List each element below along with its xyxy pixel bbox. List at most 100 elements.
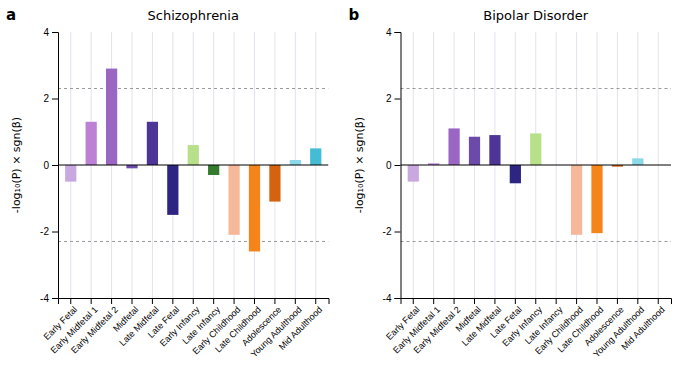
x-tick-mark: [576, 298, 577, 304]
y-tick-mark: [395, 99, 401, 100]
y-tick-mark: [395, 298, 401, 299]
bar: [530, 133, 541, 165]
bar: [290, 160, 301, 165]
bar: [448, 128, 459, 165]
y-axis: -4 -2 0 2 4: [383, 27, 401, 304]
bar: [188, 145, 199, 165]
x-axis: Early FetalEarly Midfetal 1Early Midfeta…: [42, 298, 329, 359]
y-tick-label: 2: [386, 93, 392, 104]
x-tick-mark: [132, 298, 133, 304]
y-tick-mark: [52, 165, 58, 166]
bar: [632, 158, 643, 165]
plot-area: [58, 32, 329, 298]
x-tick-mark: [315, 298, 316, 304]
bar: [147, 122, 158, 165]
x-tick-mark: [234, 298, 235, 304]
bar: [469, 137, 480, 165]
threshold-line: [58, 88, 329, 89]
x-tick: Mid Adulthood: [619, 298, 666, 352]
y-tick: 4: [43, 27, 58, 38]
bar: [510, 165, 521, 183]
x-tick-mark: [596, 298, 597, 304]
x-tick-mark: [658, 298, 659, 304]
y-tick-label: 4: [386, 27, 392, 38]
x-tick-mark: [454, 298, 455, 304]
y-tick-mark: [395, 165, 401, 166]
x-tick: Mid Adulthood: [277, 298, 324, 352]
x-axis: Early FetalEarly Midfetal 1Early Midfeta…: [384, 298, 671, 359]
x-tick-mark: [213, 298, 214, 304]
x-tick-label: Mid Adulthood: [619, 304, 666, 351]
y-tick-label: 4: [43, 27, 49, 38]
zero-line: [58, 165, 329, 166]
y-tick: 4: [386, 27, 401, 38]
y-tick: -4: [40, 293, 58, 304]
bar: [408, 165, 419, 182]
x-tick-mark: [295, 298, 296, 304]
x-tick-mark: [515, 298, 516, 304]
bar: [489, 135, 500, 165]
x-axis-line: [59, 299, 330, 305]
chart-title: Bipolar Disorder: [483, 8, 589, 23]
threshold-line: [58, 241, 329, 242]
y-tick-label: -4: [383, 293, 392, 304]
panel-label: a: [6, 6, 16, 24]
bar: [591, 165, 602, 233]
x-tick-label: Early Midfetal 2: [69, 304, 120, 355]
y-tick-label: 0: [43, 160, 49, 171]
y-tick: 0: [43, 160, 58, 171]
x-tick-mark: [433, 298, 434, 304]
bar: [228, 165, 239, 235]
y-tick-label: 2: [43, 93, 49, 104]
x-tick-mark: [193, 298, 194, 304]
y-tick: 2: [43, 93, 58, 104]
y-axis: -4 -2 0 2 4: [40, 27, 58, 304]
x-tick-mark: [617, 298, 618, 304]
y-axis-title: -log₁₀(P) × sgn(β): [10, 117, 23, 213]
y-tick: 2: [386, 93, 401, 104]
threshold-line: [401, 241, 672, 242]
bar: [269, 165, 280, 202]
y-axis-title: -log₁₀(P) × sgn(β): [353, 117, 366, 213]
x-tick-mark: [70, 298, 71, 304]
y-tick-label: 0: [386, 160, 392, 171]
chart-title: Schizophrenia: [148, 8, 239, 23]
x-axis-line: [401, 299, 672, 305]
y-tick-mark: [395, 32, 401, 33]
x-tick-mark: [637, 298, 638, 304]
x-tick-mark: [91, 298, 92, 304]
y-tick-mark: [52, 232, 58, 233]
bar: [106, 69, 117, 165]
y-tick-mark: [52, 32, 58, 33]
x-tick-mark: [172, 298, 173, 304]
panel: -4 -2 0 2 4 Early FetalEarly Midfetal 1Early …: [6, 6, 329, 359]
x-tick-mark: [111, 298, 112, 304]
panel-label: b: [349, 6, 360, 24]
x-tick-mark: [413, 298, 414, 304]
y-tick: -2: [40, 226, 58, 237]
y-tick-mark: [395, 232, 401, 233]
panel: -4 -2 0 2 4 Early FetalEarly Midfetal 1Early …: [349, 6, 672, 359]
bar: [208, 165, 219, 175]
x-tick-label: Mid Adulthood: [277, 304, 324, 351]
x-tick-mark: [254, 298, 255, 304]
bar: [310, 148, 321, 165]
bar: [249, 165, 260, 251]
bar: [167, 165, 178, 215]
y-tick-mark: [52, 298, 58, 299]
bar: [86, 122, 97, 165]
y-tick: -4: [383, 293, 401, 304]
x-tick-mark: [535, 298, 536, 304]
chart-canvas: -4 -2 0 2 4 Early FetalEarly Midfetal 1Early …: [0, 0, 685, 376]
x-tick-label: Early Midfetal 2: [412, 304, 463, 355]
y-tick: -2: [383, 226, 401, 237]
plot-area: [401, 32, 672, 298]
y-tick-label: -4: [40, 293, 49, 304]
bar: [571, 165, 582, 235]
y-tick-mark: [52, 99, 58, 100]
zero-line: [401, 165, 672, 166]
x-tick-mark: [152, 298, 153, 304]
x-tick-mark: [556, 298, 557, 304]
x-tick-mark: [494, 298, 495, 304]
x-tick-mark: [274, 298, 275, 304]
